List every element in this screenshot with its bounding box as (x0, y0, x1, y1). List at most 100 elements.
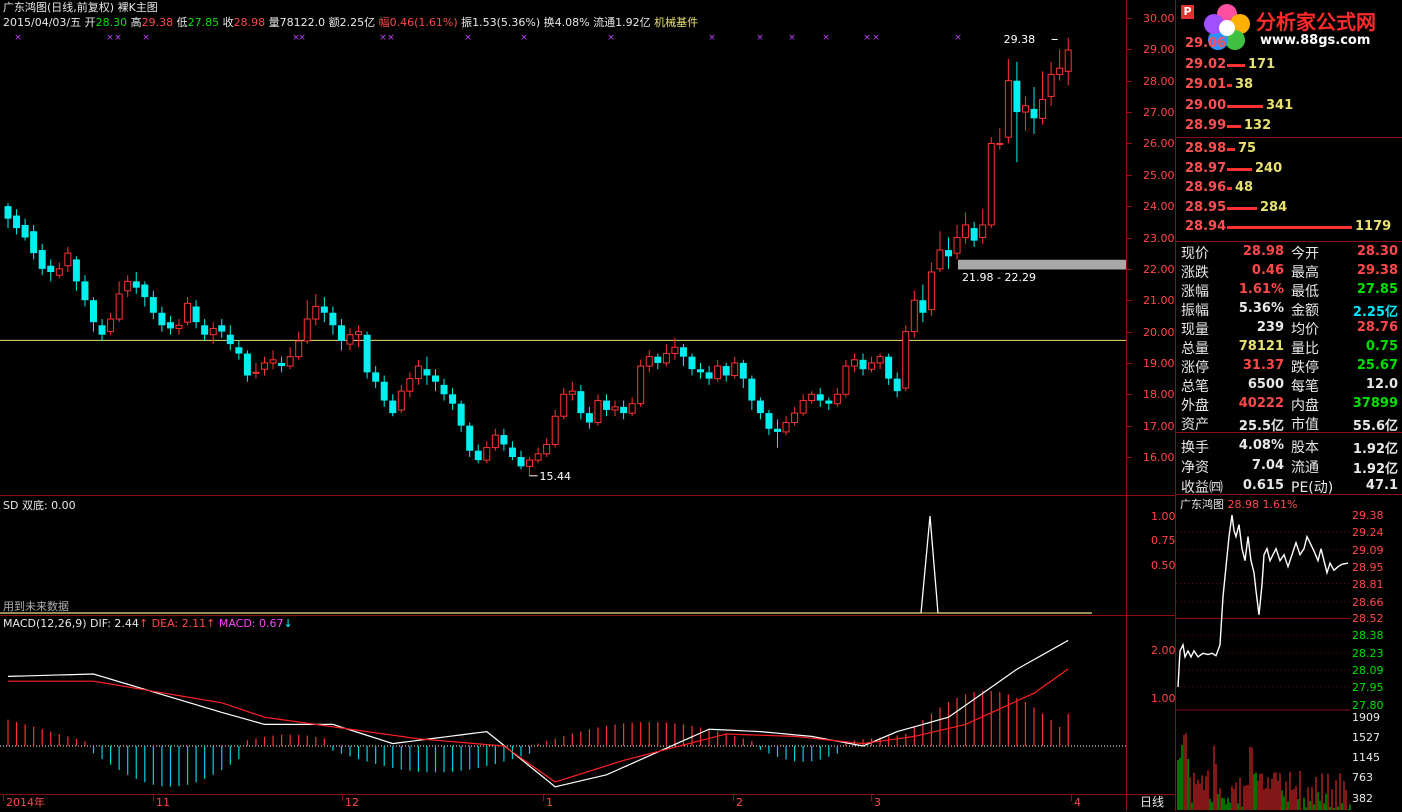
sd-panel[interactable]: SD 双底: 0.00 用到未来数据 (0, 495, 1126, 615)
candle-up (833, 393, 841, 405)
quote-row: 换手 4.08% 股本 1.92亿 (1176, 437, 1402, 457)
quote-value: 55.6亿 (1352, 419, 1398, 434)
candle-down (158, 312, 166, 326)
y-tick-label: 28.00 (1143, 74, 1175, 88)
candle-up (115, 293, 123, 320)
candle-up (799, 400, 807, 414)
candle-down (697, 369, 705, 373)
intraday-price-tick: 27.95 (1352, 680, 1384, 694)
order-price: 29.02 (1185, 56, 1227, 72)
signal-marker: × (872, 33, 880, 43)
candle-up (568, 390, 576, 395)
candle-up (876, 356, 884, 364)
quote-row: 资产 25.5亿 市值 55.6亿 (1176, 414, 1402, 434)
candle-down (739, 362, 747, 379)
y-tick-label: 24.00 (1143, 200, 1175, 214)
candle-up (560, 393, 568, 417)
x-tick-label: 12 (345, 796, 359, 809)
quote-value: 7.04 (1251, 458, 1284, 473)
macd-value: MACD: 0.67 (218, 617, 284, 630)
amp-value: 1.53(5.36%) (472, 16, 541, 29)
y-tick-mark (1127, 80, 1132, 82)
candle-down (132, 281, 140, 288)
signal-marker: × (607, 33, 615, 43)
x-tick-mark (3, 795, 4, 801)
quote-row: 现价 28.98 今开 28.30 (1176, 243, 1402, 263)
quote-label: 收益㈣ (1181, 480, 1223, 496)
buy-order-row[interactable]: 28.95 284 (1180, 198, 1400, 218)
float-value: 1.92亿 (615, 16, 651, 29)
sell-order-row[interactable]: 29.06 (1180, 34, 1400, 54)
order-price: 28.99 (1185, 118, 1227, 133)
quote-label: 现量 (1181, 322, 1209, 338)
candle-up (543, 443, 551, 455)
candle-down (885, 356, 893, 379)
candle-down (1013, 80, 1021, 113)
quote-label: 量比 (1291, 341, 1319, 357)
sell-order-row[interactable]: 28.99 132 (1180, 116, 1400, 136)
period-label[interactable]: 日线 (1140, 795, 1165, 809)
signal-marker: × (863, 33, 871, 43)
candle-up (184, 302, 192, 323)
candle-down (81, 281, 89, 301)
sd-y-tick: 0.50 (1151, 558, 1176, 572)
buy-order-row[interactable]: 28.94 1179 (1180, 217, 1400, 237)
candle-down (380, 381, 388, 401)
sell-order-row[interactable]: 29.02 171 (1180, 55, 1400, 75)
quote-label: 净资 (1181, 460, 1209, 476)
intraday-vol-tick: 763 (1352, 771, 1373, 784)
candle-up (526, 459, 534, 467)
logo-url: www.88gs.com (1260, 33, 1371, 48)
macd-panel[interactable]: MACD(12,26,9) DIF: 2.44↑ DEA: 2.11↑ MACD… (0, 615, 1126, 794)
signal-marker: × (954, 33, 962, 43)
candle-down (235, 347, 243, 354)
kline-main-panel[interactable]: × × × × × × × × × × × × × × × × × × 29.38 15.44 21.98 - 22.… (0, 0, 1126, 495)
quote-value: 28.30 (1356, 244, 1398, 259)
quote-value: 25.67 (1356, 358, 1398, 373)
quote-row: 净资 7.04 流通 1.92亿 (1176, 457, 1402, 477)
candle-down (337, 325, 345, 341)
x-tick-mark (871, 795, 872, 801)
order-qty: 132 (1244, 118, 1272, 133)
buy-order-row[interactable]: 28.96 48 (1180, 178, 1400, 198)
intraday-header: 广东鸿图 28.98 1.61% (1180, 498, 1297, 511)
y-tick-label: 23.00 (1143, 231, 1175, 245)
y-tick-mark (1127, 237, 1132, 239)
vol-label: 量 (268, 16, 280, 29)
candle-up (782, 422, 790, 433)
range-band-label: 21.98 - 22.29 (962, 271, 1036, 285)
y-tick-label: 21.00 (1143, 294, 1175, 308)
candle-up (124, 280, 132, 292)
y-tick-label: 18.00 (1143, 388, 1175, 402)
candle-up (927, 271, 935, 311)
quote-value: 40222 (1238, 396, 1284, 411)
x-axis: 2014年 11 12 1 2 3 4 (0, 794, 1175, 812)
sell-order-row[interactable]: 29.01 38 (1180, 75, 1400, 95)
quote-label: 换手 (1181, 440, 1209, 456)
sector-label[interactable]: 机械基件 (654, 16, 699, 29)
candle-up (637, 365, 645, 405)
buy-order-row[interactable]: 28.97 240 (1180, 159, 1400, 179)
candle-up (209, 327, 217, 336)
quote-value: 31.37 (1242, 358, 1284, 373)
intraday-panel[interactable]: 广东鸿图 28.98 1.61% (1176, 495, 1402, 811)
chg-value: 0.46(1.61%) (389, 16, 458, 29)
p-badge[interactable]: P (1181, 5, 1194, 19)
y-tick-label: 22.00 (1143, 262, 1175, 276)
candle-up (1039, 99, 1047, 119)
y-tick-mark (1127, 394, 1132, 396)
sd-y-tick: 0.75 (1151, 534, 1176, 548)
candle-down (859, 359, 867, 370)
y-tick-mark (1127, 362, 1132, 364)
x-tick-mark (733, 795, 734, 801)
candle-down (577, 391, 585, 414)
order-qty-bar (1227, 206, 1257, 210)
candle-down (474, 450, 482, 461)
order-price: 28.97 (1185, 160, 1227, 176)
buy-order-row[interactable]: 28.98 75 (1180, 139, 1400, 159)
candle-down (432, 375, 439, 382)
sell-order-row[interactable]: 29.00 341 (1180, 96, 1400, 116)
candlestick-chart[interactable]: × × × × ×× × × × × × × × × × × × × (0, 0, 1126, 495)
candle-down (166, 322, 174, 329)
candle-up (286, 356, 294, 367)
